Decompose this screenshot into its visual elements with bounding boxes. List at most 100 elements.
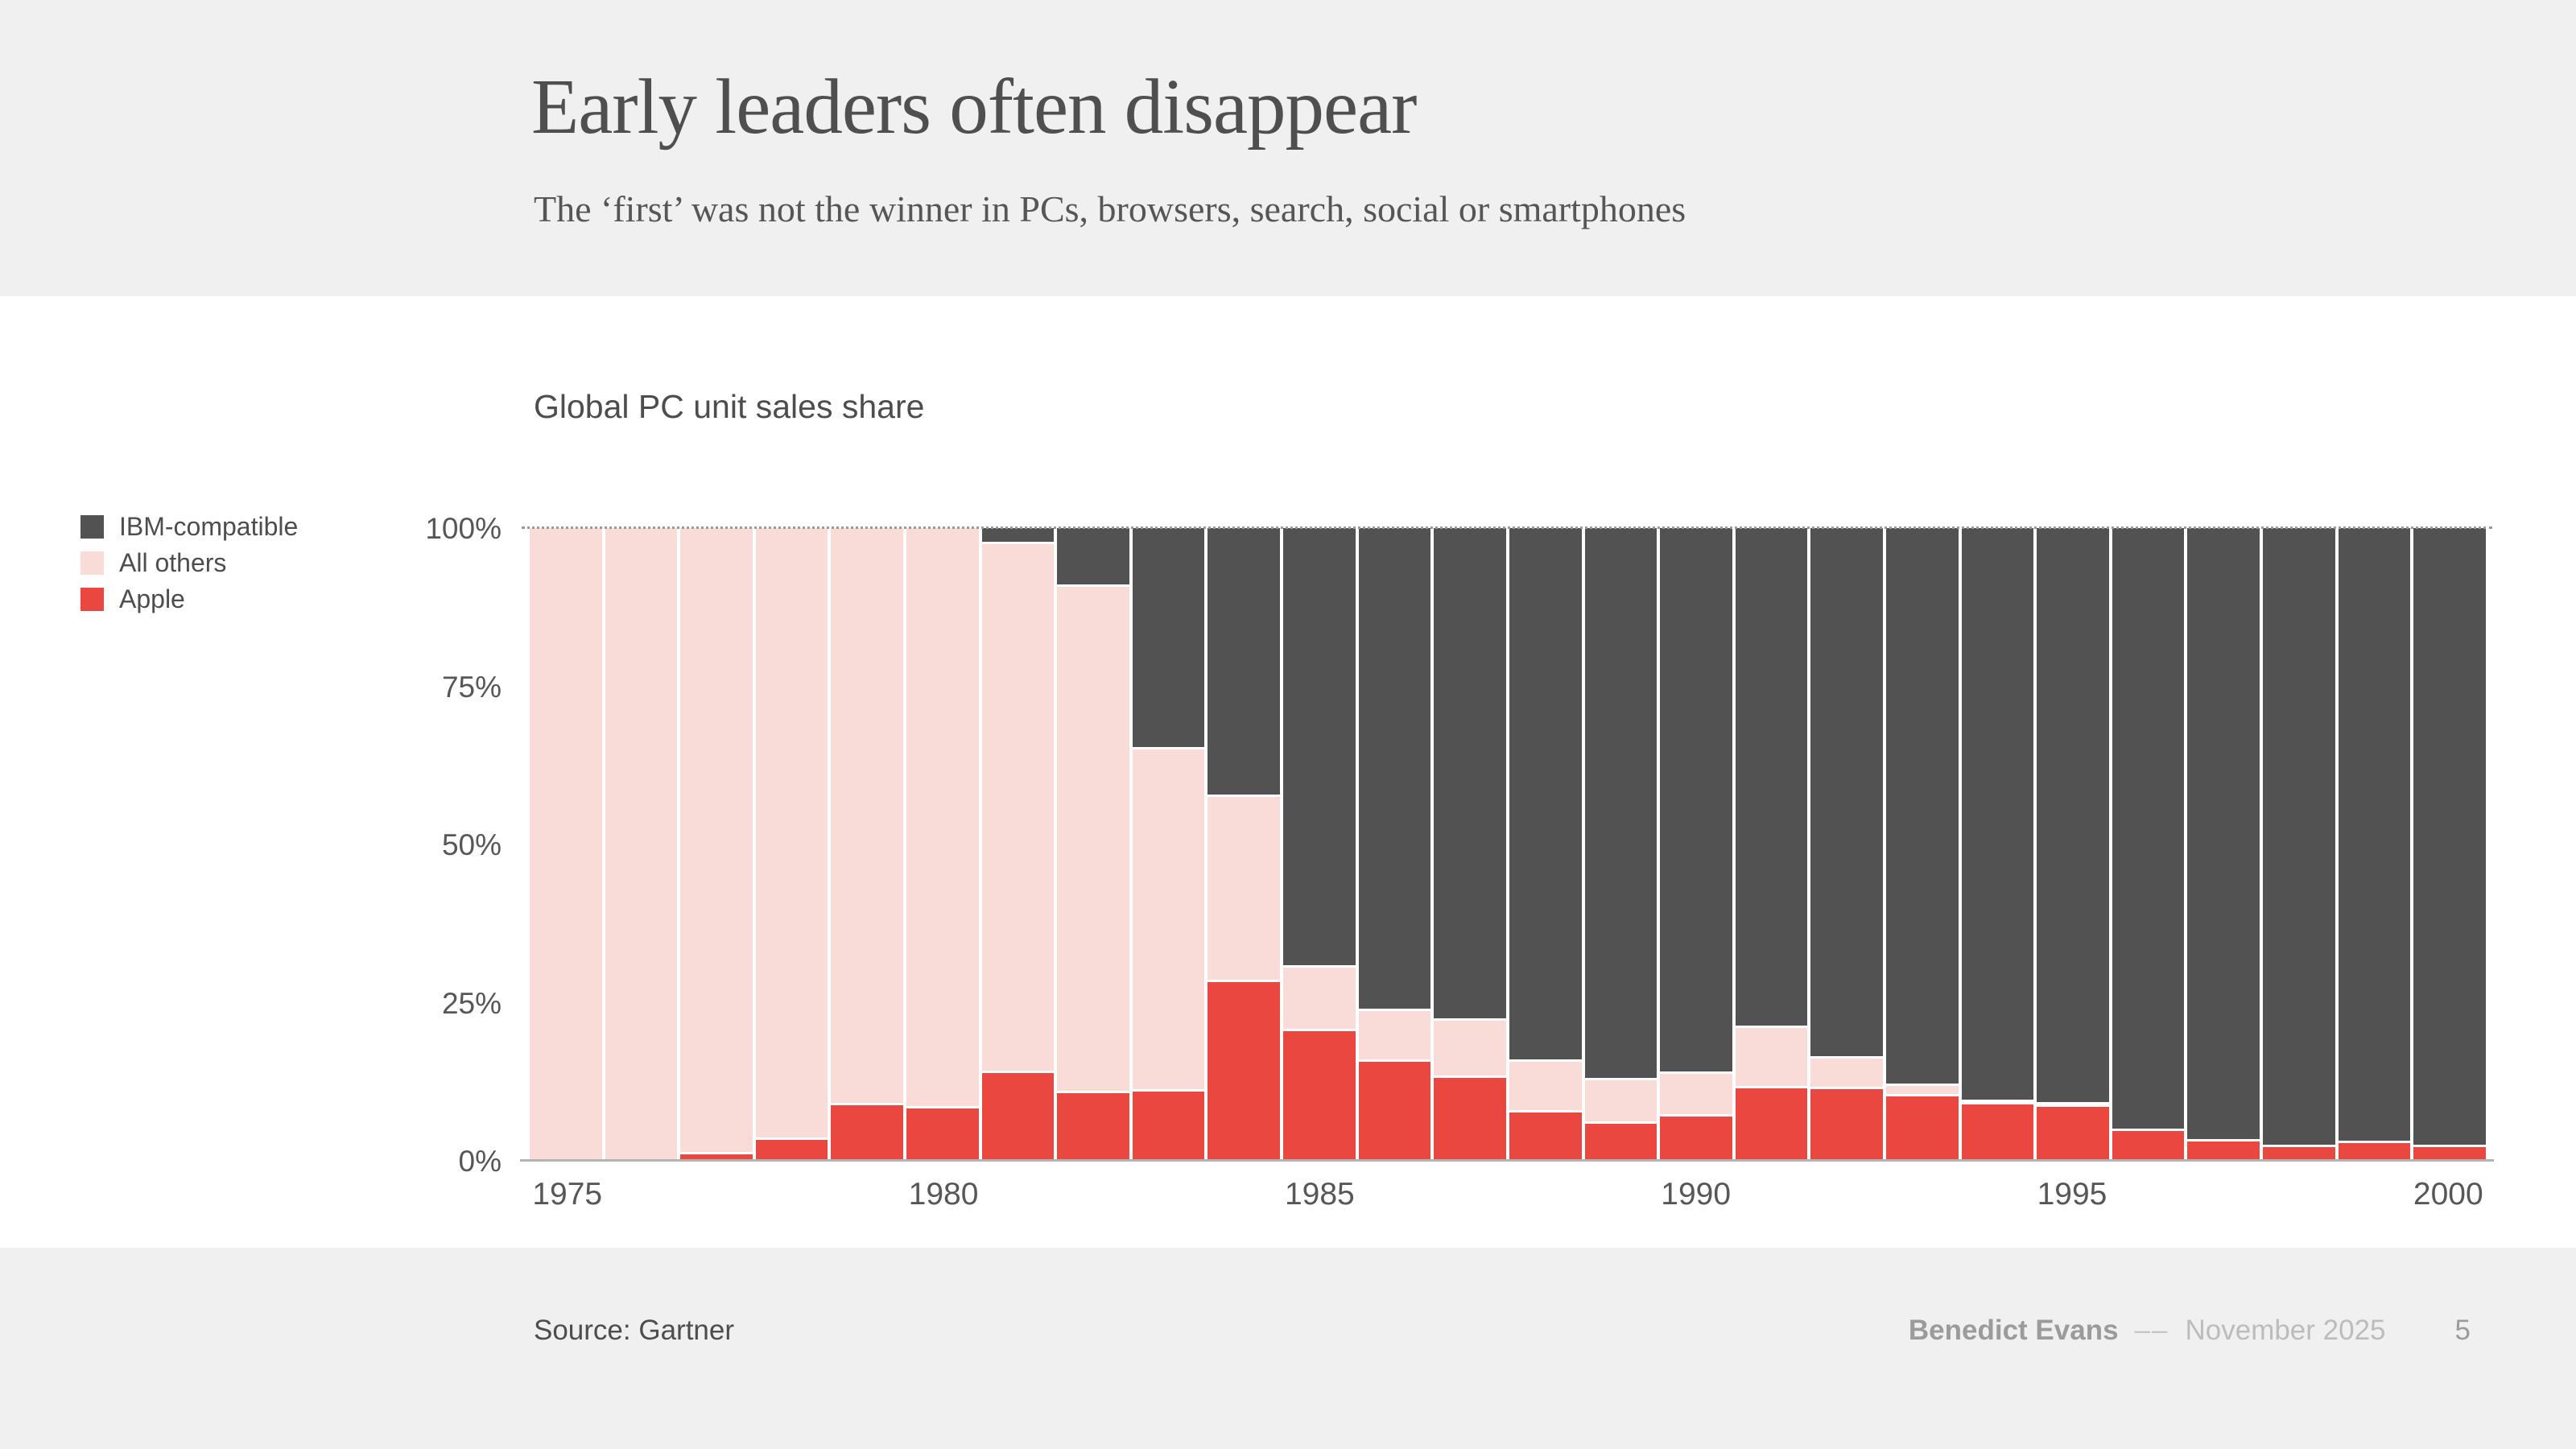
bar-1991 bbox=[1735, 528, 1808, 1161]
segment-all-others-1981 bbox=[981, 544, 1055, 1073]
footer-credit: Benedict Evans –– November 2025 5 bbox=[1909, 1315, 2471, 1347]
source-note: Source: Gartner bbox=[534, 1315, 734, 1346]
segment-all-others-1990 bbox=[1660, 1073, 1732, 1117]
segment-apple-1988 bbox=[1509, 1113, 1582, 1161]
segment-apple-1992 bbox=[1810, 1089, 1883, 1161]
legend-label: Apple bbox=[119, 584, 185, 613]
footer-band: Source: Gartner Benedict Evans –– Novemb… bbox=[0, 1248, 2576, 1449]
segment-ibm-compatible-1986 bbox=[1358, 528, 1431, 1011]
chart-title: Global PC unit sales share bbox=[534, 388, 925, 425]
segment-ibm-compatible-1997 bbox=[2187, 528, 2260, 1142]
y-axis-label-0: 0% bbox=[458, 1145, 502, 1178]
segment-apple-1994 bbox=[1961, 1104, 2034, 1161]
segment-ibm-compatible-1990 bbox=[1660, 528, 1732, 1074]
bar-1985 bbox=[1283, 528, 1356, 1161]
segment-apple-1985 bbox=[1283, 1030, 1356, 1161]
bar-1979 bbox=[831, 528, 904, 1161]
bar-1989 bbox=[1584, 528, 1657, 1161]
segment-ibm-compatible-1982 bbox=[1057, 528, 1129, 588]
bar-1983 bbox=[1132, 528, 1205, 1161]
segment-all-others-1995 bbox=[2037, 1104, 2109, 1108]
segment-ibm-compatible-1992 bbox=[1810, 528, 1883, 1059]
segment-apple-1979 bbox=[831, 1104, 904, 1161]
bar-2000 bbox=[2413, 528, 2486, 1161]
segment-ibm-compatible-1998 bbox=[2263, 528, 2335, 1147]
legend-item-all-others: All others bbox=[80, 550, 298, 576]
segment-ibm-compatible-1987 bbox=[1434, 528, 1506, 1022]
segment-all-others-1985 bbox=[1283, 968, 1356, 1031]
bar-1984 bbox=[1208, 528, 1281, 1161]
segment-all-others-1983 bbox=[1132, 749, 1205, 1092]
bar-1993 bbox=[1885, 528, 1959, 1161]
segment-all-others-1991 bbox=[1735, 1027, 1808, 1088]
segment-ibm-compatible-1988 bbox=[1509, 528, 1582, 1063]
x-axis-line bbox=[520, 1159, 2494, 1162]
chart-plot-area bbox=[520, 526, 2494, 1162]
bar-1987 bbox=[1434, 528, 1506, 1161]
segment-apple-1986 bbox=[1358, 1062, 1431, 1161]
segment-all-others-1984 bbox=[1208, 797, 1281, 982]
bar-1982 bbox=[1057, 528, 1129, 1161]
x-axis-label-1990: 1990 bbox=[1661, 1177, 1732, 1212]
bar-1995 bbox=[2037, 528, 2109, 1161]
segment-ibm-compatible-1983 bbox=[1132, 528, 1205, 750]
segment-apple-1991 bbox=[1735, 1088, 1808, 1161]
segment-apple-1998 bbox=[2263, 1146, 2335, 1161]
x-axis-label-1985: 1985 bbox=[1284, 1177, 1355, 1212]
segment-apple-1990 bbox=[1660, 1117, 1732, 1161]
segment-ibm-compatible-1996 bbox=[2112, 528, 2185, 1132]
bar-1976 bbox=[605, 528, 678, 1161]
segment-all-others-1987 bbox=[1434, 1021, 1506, 1078]
segment-ibm-compatible-1981 bbox=[981, 528, 1055, 545]
segment-apple-1995 bbox=[2037, 1107, 2109, 1161]
segment-ibm-compatible-1985 bbox=[1283, 528, 1356, 968]
slide-subtitle: The ‘first’ was not the winner in PCs, b… bbox=[534, 188, 1686, 229]
segment-all-others-1978 bbox=[755, 528, 828, 1141]
legend-swatch bbox=[80, 551, 104, 575]
segment-apple-1993 bbox=[1885, 1096, 1959, 1161]
segment-apple-1997 bbox=[2187, 1141, 2260, 1161]
y-axis-label-25: 25% bbox=[441, 986, 502, 1020]
footer-separator: –– bbox=[2134, 1315, 2169, 1346]
segment-apple-1981 bbox=[981, 1072, 1055, 1161]
bar-1988 bbox=[1509, 528, 1582, 1161]
legend-label: All others bbox=[119, 548, 227, 577]
segment-apple-2000 bbox=[2413, 1146, 2486, 1161]
bars-container bbox=[530, 528, 2486, 1161]
segment-all-others-1977 bbox=[680, 528, 753, 1155]
bar-1980 bbox=[906, 528, 979, 1161]
segment-apple-1982 bbox=[1057, 1092, 1129, 1161]
segment-all-others-1980 bbox=[906, 528, 979, 1108]
slide-title: Early leaders often disappear bbox=[531, 64, 1417, 150]
segment-ibm-compatible-1993 bbox=[1885, 528, 1959, 1087]
segment-apple-1989 bbox=[1584, 1124, 1657, 1161]
segment-apple-1996 bbox=[2112, 1131, 2185, 1161]
segment-ibm-compatible-1989 bbox=[1584, 528, 1657, 1081]
bar-1999 bbox=[2338, 528, 2411, 1161]
segment-ibm-compatible-1984 bbox=[1208, 528, 1281, 798]
segment-all-others-1975 bbox=[530, 528, 602, 1161]
segment-apple-1983 bbox=[1132, 1092, 1205, 1161]
bar-1992 bbox=[1810, 528, 1883, 1161]
bar-1975 bbox=[530, 528, 602, 1161]
bar-1998 bbox=[2263, 528, 2335, 1161]
segment-all-others-1989 bbox=[1584, 1080, 1657, 1125]
bar-1996 bbox=[2112, 528, 2185, 1161]
segment-ibm-compatible-2000 bbox=[2413, 528, 2486, 1147]
bar-1997 bbox=[2187, 528, 2260, 1161]
segment-apple-1977 bbox=[680, 1154, 753, 1161]
x-axis-label-1980: 1980 bbox=[908, 1177, 979, 1212]
y-axis-label-100: 100% bbox=[425, 512, 502, 545]
bar-1977 bbox=[680, 528, 753, 1161]
segment-all-others-1993 bbox=[1885, 1086, 1959, 1096]
segment-apple-1978 bbox=[755, 1140, 828, 1161]
segment-all-others-1988 bbox=[1509, 1062, 1582, 1113]
segment-ibm-compatible-1999 bbox=[2338, 528, 2411, 1143]
page-number: 5 bbox=[2454, 1315, 2471, 1346]
legend-item-apple: Apple bbox=[80, 586, 298, 612]
segment-all-others-1976 bbox=[605, 528, 678, 1161]
segment-all-others-1992 bbox=[1810, 1058, 1883, 1090]
segment-apple-1987 bbox=[1434, 1078, 1506, 1161]
gridline-100pct bbox=[522, 526, 2492, 529]
